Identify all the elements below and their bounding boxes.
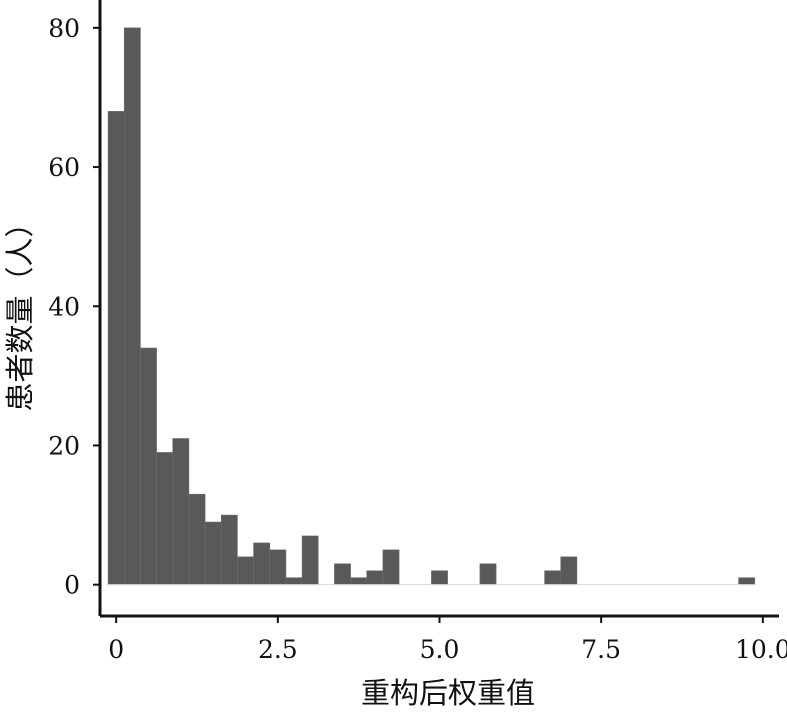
x-tick-label: 0 xyxy=(108,635,124,664)
y-axis-ticks: 0 20 40 60 80 xyxy=(48,14,100,600)
histogram-bar xyxy=(334,563,351,585)
histogram-bar xyxy=(237,556,254,585)
histogram-bar xyxy=(285,577,303,585)
x-tick-label: 2.5 xyxy=(258,635,298,664)
histogram-bar xyxy=(188,493,206,585)
x-axis-title: 重构后权重值 xyxy=(361,676,535,710)
y-tick-label: 20 xyxy=(48,431,80,460)
histogram-bar xyxy=(431,570,448,585)
histogram-bar xyxy=(156,452,174,585)
histogram-bar xyxy=(253,542,271,585)
histogram-bar xyxy=(560,556,578,585)
histogram-bar xyxy=(220,514,238,585)
histogram-bar xyxy=(140,347,157,585)
x-axis-ticks: 0 2.5 5.0 7.5 10.0 xyxy=(108,616,787,664)
histogram-bar xyxy=(544,570,562,585)
histogram-bar xyxy=(738,577,756,585)
x-tick-label: 7.5 xyxy=(581,635,621,664)
y-axis-title: 患者数量（人） xyxy=(3,208,37,411)
x-tick-label: 10.0 xyxy=(735,635,787,664)
histogram-bar xyxy=(107,111,125,585)
y-tick-label: 40 xyxy=(48,292,80,321)
histogram-bar xyxy=(123,27,141,585)
y-tick-label: 0 xyxy=(64,571,80,600)
histogram-bar xyxy=(366,570,384,585)
y-tick-label: 60 xyxy=(48,153,80,182)
histogram-bar xyxy=(301,535,319,585)
y-tick-label: 80 xyxy=(48,14,80,43)
histogram-bar xyxy=(350,577,368,585)
histogram-bars xyxy=(107,27,756,585)
x-tick-label: 5.0 xyxy=(420,635,460,664)
histogram-bar xyxy=(479,563,497,585)
histogram-bar xyxy=(204,521,222,585)
histogram-bar xyxy=(382,549,400,585)
histogram-bar xyxy=(172,438,190,585)
histogram-bar xyxy=(269,549,287,585)
